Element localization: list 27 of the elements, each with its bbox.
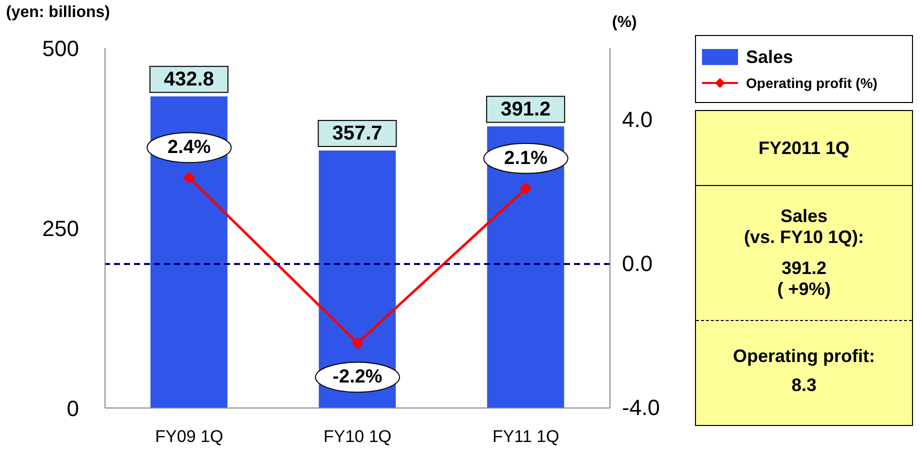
point	[183, 172, 196, 184]
text: Sales (vs. FY10 1Q):	[742, 206, 866, 248]
text: FY2011 1Q	[696, 111, 912, 186]
data-label: -2.2%	[332, 366, 382, 388]
x-tick-label: FY09 1Q	[155, 427, 224, 446]
x-tick-label: FY10 1Q	[323, 427, 392, 446]
y2-axis-title: (%)	[612, 14, 637, 32]
y-axis-title: (yen: billions)	[6, 4, 110, 22]
text: Operating profit:	[732, 346, 876, 367]
point	[352, 337, 364, 350]
y2-tick-label: 4.0	[622, 107, 653, 133]
data-label: 2.4%	[168, 137, 211, 158]
y-tick-label: 0	[66, 396, 79, 421]
legend-label: Operating profit (%)	[746, 75, 878, 91]
text: 391.2 ( +9%)	[776, 258, 832, 300]
y-tick-label: 250	[42, 216, 79, 241]
y-tick-label: 500	[42, 36, 79, 61]
data-label: 432.8	[164, 68, 214, 90]
point	[520, 182, 532, 194]
x-tick-label: FY11 1Q	[492, 427, 560, 446]
text: 8.3	[790, 375, 818, 396]
data-label: 357.7	[332, 122, 382, 144]
y2-tick-label: 0.0	[622, 251, 653, 277]
data-label: 2.1%	[504, 148, 548, 169]
legend-label: Sales	[746, 46, 794, 68]
data-label: 391.2	[500, 98, 551, 120]
y2-tick-label: -4.0	[622, 395, 660, 421]
